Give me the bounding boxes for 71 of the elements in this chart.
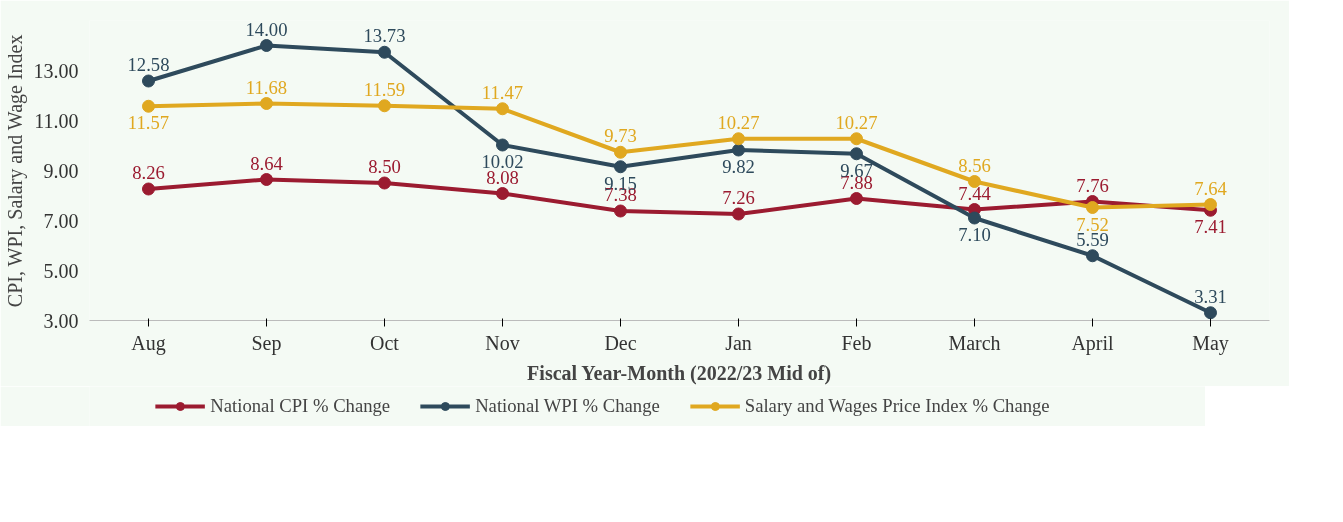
data-label: 12.58 <box>127 54 170 75</box>
data-label: 14.00 <box>245 18 288 40</box>
point <box>732 132 745 146</box>
point <box>968 175 981 188</box>
data-label: 7.76 <box>1076 174 1109 196</box>
point <box>496 138 509 152</box>
y-tick-label: 13.00 <box>33 59 79 82</box>
x-tick-label: April <box>1071 331 1115 355</box>
data-label: 11.57 <box>127 112 170 134</box>
point <box>260 39 273 52</box>
data-label: 7.44 <box>958 182 992 204</box>
point <box>732 207 745 221</box>
point <box>142 74 155 88</box>
x-tick-label: Sep <box>251 331 282 355</box>
point <box>260 173 273 186</box>
data-label: 10.02 <box>481 151 524 172</box>
data-label: 8.26 <box>132 162 165 183</box>
y-tick-label: 9.00 <box>43 159 79 182</box>
point <box>142 182 155 196</box>
x-tick-label: Dec <box>604 331 637 354</box>
data-label: 10.27 <box>717 111 760 133</box>
x-tick-label: Jan <box>725 331 752 354</box>
point <box>614 145 627 159</box>
data-label: 11.47 <box>481 81 524 103</box>
point <box>142 99 155 113</box>
point <box>968 211 981 225</box>
y-tick-label: 3.00 <box>43 309 79 332</box>
point <box>378 176 391 190</box>
point <box>496 187 509 200</box>
data-label: 8.50 <box>368 156 401 177</box>
point <box>850 147 863 161</box>
data-label: 3.31 <box>1194 285 1227 307</box>
legend-label: National WPI % Change <box>475 395 660 417</box>
point <box>614 160 627 174</box>
point <box>1204 198 1217 211</box>
data-label: 8.56 <box>958 154 991 176</box>
point <box>850 192 863 205</box>
y-tick-label: 11.00 <box>34 109 79 132</box>
legend-label: Salary and Wages Price Index % Change <box>744 395 1050 417</box>
data-label: 7.10 <box>958 224 991 245</box>
y-axis-title: CPI, WPI, Salary and Wage Index <box>3 34 27 308</box>
x-tick-label: May <box>1192 331 1229 355</box>
x-tick-label: Feb <box>841 331 872 354</box>
point <box>260 97 273 110</box>
data-label: 10.27 <box>835 111 878 133</box>
point <box>496 102 509 116</box>
data-label: 11.59 <box>363 78 406 100</box>
x-tick-label: Aug <box>131 331 166 355</box>
point <box>1086 201 1099 214</box>
data-label: 13.73 <box>363 25 406 47</box>
x-tick-label: March <box>948 331 1001 354</box>
data-label: 11.68 <box>245 76 288 98</box>
point <box>732 143 745 157</box>
point <box>1204 306 1217 320</box>
data-label: 9.73 <box>604 125 637 147</box>
point <box>614 204 627 218</box>
point <box>378 45 391 59</box>
legend-label: National CPI % Change <box>210 395 391 417</box>
data-label: 7.64 <box>1194 177 1228 199</box>
point <box>378 99 391 113</box>
x-tick-label: Oct <box>370 331 400 354</box>
y-tick-label: 5.00 <box>43 259 79 282</box>
point <box>850 132 863 146</box>
x-tick-label: Nov <box>485 331 520 354</box>
y-tick-label: 7.00 <box>43 209 79 232</box>
x-axis-title: Fiscal Year-Month (2022/23 Mid of) <box>527 361 832 385</box>
data-label: 8.64 <box>250 152 284 174</box>
data-label: 9.82 <box>722 156 755 177</box>
data-label: 7.26 <box>722 187 755 208</box>
data-label: 7.41 <box>1194 216 1227 238</box>
point <box>1086 249 1099 263</box>
